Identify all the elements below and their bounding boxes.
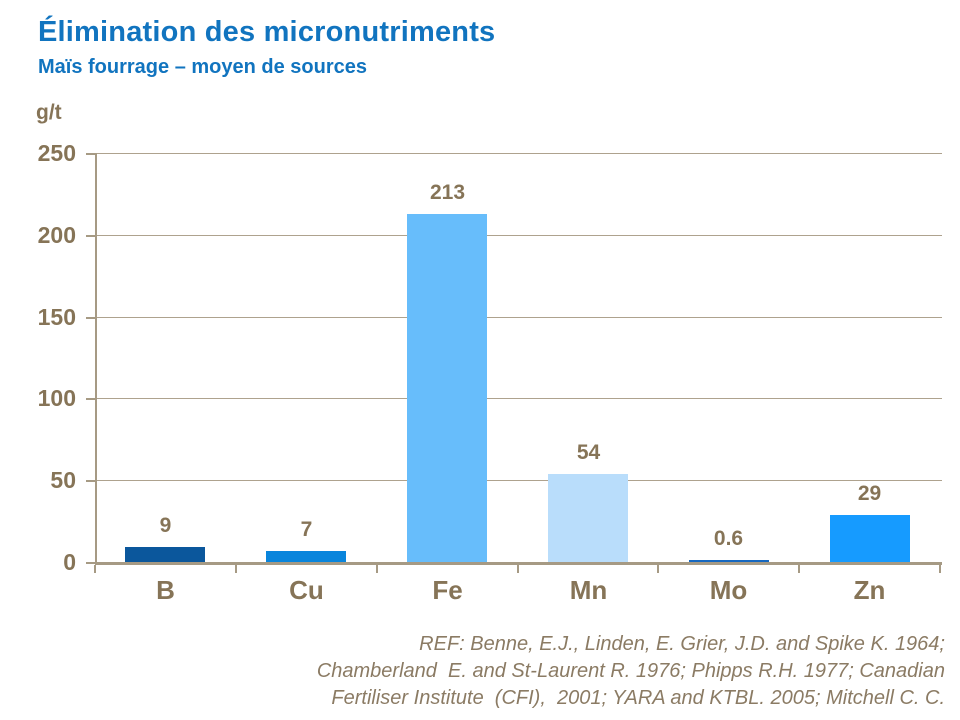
x-tick-mark bbox=[235, 565, 237, 573]
bar-Fe bbox=[407, 214, 487, 562]
x-tick-mark bbox=[657, 565, 659, 573]
category-label-Fe: Fe bbox=[432, 575, 463, 605]
reference-line: REF: Benne, E.J., Linden, E. Grier, J.D.… bbox=[419, 633, 945, 655]
gridline bbox=[97, 398, 942, 399]
value-label: 9 bbox=[159, 514, 172, 537]
plot-area bbox=[95, 153, 942, 565]
y-tick-mark bbox=[86, 317, 95, 319]
y-tick-label: 50 bbox=[50, 467, 76, 493]
reference-line: Fertiliser Institute (CFI), 2001; YARA a… bbox=[331, 687, 945, 709]
y-tick-label: 0 bbox=[63, 549, 76, 575]
value-label: 29 bbox=[857, 482, 882, 505]
x-tick-mark bbox=[517, 565, 519, 573]
y-tick-mark bbox=[86, 480, 95, 482]
gridline bbox=[97, 480, 942, 481]
y-tick-mark bbox=[86, 235, 95, 237]
page-subtitle: Maïs fourrage – moyen de sources bbox=[38, 56, 368, 78]
bar-Cu bbox=[266, 551, 346, 562]
value-label: 0.6 bbox=[713, 527, 744, 550]
category-label-Mn: Mn bbox=[569, 575, 608, 605]
category-label-Cu: Cu bbox=[289, 575, 324, 605]
gridline bbox=[97, 153, 942, 154]
y-tick-mark bbox=[86, 398, 95, 400]
reference-line: Chamberland E. and St-Laurent R. 1976; P… bbox=[316, 660, 945, 682]
bar-Zn bbox=[830, 515, 910, 562]
y-tick-mark bbox=[86, 562, 95, 564]
category-label-Mo: Mo bbox=[709, 575, 748, 605]
reference-text: REF: Benne, E.J., Linden, E. Grier, J.D.… bbox=[165, 631, 945, 712]
x-tick-mark bbox=[939, 565, 941, 573]
bar-B bbox=[125, 547, 205, 562]
category-label-B: B bbox=[156, 575, 175, 605]
value-label: 7 bbox=[300, 518, 313, 541]
y-tick-label: 150 bbox=[37, 304, 76, 330]
y-tick-mark bbox=[86, 153, 95, 155]
y-axis-unit-label: g/t bbox=[36, 101, 62, 124]
category-label-Zn: Zn bbox=[853, 575, 886, 605]
bar-Mn bbox=[548, 474, 628, 562]
x-tick-mark bbox=[376, 565, 378, 573]
y-tick-label: 100 bbox=[37, 385, 76, 411]
x-tick-mark bbox=[94, 565, 96, 573]
y-tick-label: 200 bbox=[37, 222, 76, 248]
value-label: 54 bbox=[576, 441, 601, 464]
gridline bbox=[97, 235, 942, 236]
bar-Mo bbox=[689, 560, 769, 562]
value-label: 213 bbox=[429, 181, 466, 204]
page-title: Élimination des micronutriments bbox=[38, 16, 496, 48]
y-tick-label: 250 bbox=[37, 140, 76, 166]
x-tick-mark bbox=[798, 565, 800, 573]
gridline bbox=[97, 317, 942, 318]
